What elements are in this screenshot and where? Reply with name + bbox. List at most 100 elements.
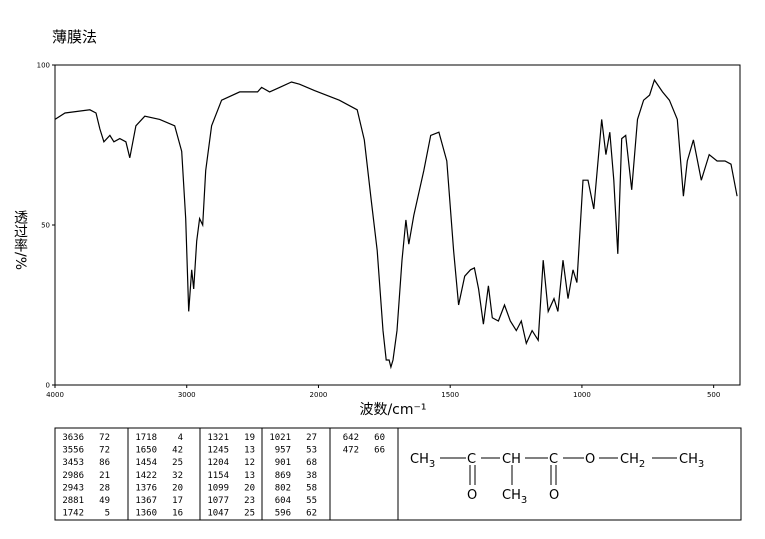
peak-transmittance: 12: [244, 458, 255, 468]
atom: C: [467, 452, 476, 467]
peak-wavenumber: 1204: [207, 458, 229, 468]
peak-transmittance: 25: [244, 509, 255, 519]
peak-transmittance: 42: [172, 446, 183, 456]
atom-symbol: O: [585, 452, 595, 467]
atom-subscript: 3: [429, 459, 435, 470]
peak-wavenumber: 2943: [62, 483, 84, 493]
substituent: O: [467, 488, 477, 503]
peak-wavenumber: 1742: [62, 509, 84, 519]
peak-transmittance: 60: [374, 433, 385, 443]
peak-transmittance: 72: [99, 446, 110, 456]
peak-transmittance: 62: [306, 509, 317, 519]
atom-symbol: C: [549, 452, 558, 467]
atom-symbol: CH: [620, 452, 639, 467]
peak-transmittance: 17: [172, 496, 183, 506]
peak-wavenumber: 1077: [207, 496, 229, 506]
peak-wavenumber: 642: [343, 433, 359, 443]
peak-wavenumber: 3636: [62, 433, 84, 443]
peak-wavenumber: 802: [275, 483, 291, 493]
peak-transmittance: 16: [172, 509, 183, 519]
peak-transmittance: 20: [244, 483, 255, 493]
atom-subscript: 3: [521, 495, 527, 506]
atom-symbol: CH: [679, 452, 698, 467]
atom: CH3: [679, 452, 704, 470]
peak-transmittance: 13: [244, 446, 255, 456]
atom: CH2: [620, 452, 645, 470]
peak-wavenumber: 1154: [207, 471, 229, 481]
peak-wavenumber: 1376: [135, 483, 157, 493]
peak-wavenumber: 1245: [207, 446, 229, 456]
peak-wavenumber: 2986: [62, 471, 84, 481]
plot-frame: [54, 64, 741, 386]
peak-transmittance: 25: [172, 458, 183, 468]
peak-wavenumber: 2881: [62, 496, 84, 506]
peak-transmittance: 28: [99, 483, 110, 493]
peak-wavenumber: 3453: [62, 458, 84, 468]
peak-transmittance: 66: [374, 446, 385, 456]
peak-wavenumber: 1422: [135, 471, 157, 481]
peak-wavenumber: 901: [275, 458, 291, 468]
peak-transmittance: 32: [172, 471, 183, 481]
peak-transmittance: 19: [244, 433, 255, 443]
atom: CH3: [410, 452, 435, 470]
peak-wavenumber: 1718: [135, 433, 157, 443]
peak-wavenumber: 1099: [207, 483, 229, 493]
y-tick-label: 50: [41, 222, 50, 230]
peak-transmittance: 58: [306, 483, 317, 493]
peak-transmittance: 68: [306, 458, 317, 468]
atom-symbol: O: [467, 488, 477, 503]
atom-symbol: O: [549, 488, 559, 503]
peak-transmittance: 86: [99, 458, 110, 468]
y-tick-label: 100: [37, 62, 50, 70]
peak-wavenumber: 1367: [135, 496, 157, 506]
atom: CH: [502, 452, 521, 467]
substituent: O: [549, 488, 559, 503]
atom: C: [549, 452, 558, 467]
peak-transmittance: 38: [306, 471, 317, 481]
atom-symbol: CH: [502, 488, 521, 503]
atom-subscript: 3: [698, 459, 704, 470]
atom-symbol: C: [467, 452, 476, 467]
peak-wavenumber: 869: [275, 471, 291, 481]
x-tick-label: 4000: [46, 391, 64, 399]
peak-wavenumber: 1321: [207, 433, 229, 443]
peak-transmittance: 20: [172, 483, 183, 493]
peak-transmittance: 4: [178, 433, 183, 443]
peak-wavenumber: 1650: [135, 446, 157, 456]
peak-wavenumber: 3556: [62, 446, 84, 456]
table-dividers: [127, 428, 399, 520]
x-axis-label: 波数/cm⁻¹: [359, 402, 426, 418]
atom-subscript: 2: [639, 459, 645, 470]
page-title: 薄膜法: [52, 28, 97, 46]
peak-transmittance: 53: [306, 446, 317, 456]
peak-wavenumber: 604: [275, 496, 291, 506]
peak-transmittance: 49: [99, 496, 110, 506]
peak-wavenumber: 1047: [207, 509, 229, 519]
peak-wavenumber: 472: [343, 446, 359, 456]
x-tick-label: 3000: [178, 391, 196, 399]
peak-transmittance: 55: [306, 496, 317, 506]
spectrum-line: [54, 78, 738, 370]
bonds: [440, 457, 677, 485]
peak-transmittance: 5: [105, 509, 110, 519]
y-axis-label: 透过率/%: [12, 210, 28, 270]
x-tick-label: 1500: [441, 391, 459, 399]
peak-transmittance: 13: [244, 471, 255, 481]
peak-transmittance: 21: [99, 471, 110, 481]
atom: O: [585, 452, 595, 467]
x-tick-label: 2000: [310, 391, 328, 399]
y-tick-label: 0: [46, 382, 50, 390]
peak-wavenumber: 1021: [269, 433, 291, 443]
x-tick-label: 1000: [573, 391, 591, 399]
peak-wavenumber: 1360: [135, 509, 157, 519]
atom-symbol: CH: [410, 452, 429, 467]
peak-transmittance: 72: [99, 433, 110, 443]
substituent: CH3: [502, 488, 527, 506]
x-tick-label: 500: [707, 391, 720, 399]
peak-wavenumber: 1454: [135, 458, 157, 468]
peak-wavenumber: 596: [275, 509, 291, 519]
peak-wavenumber: 957: [275, 446, 291, 456]
peak-transmittance: 23: [244, 496, 255, 506]
atom-symbol: CH: [502, 452, 521, 467]
